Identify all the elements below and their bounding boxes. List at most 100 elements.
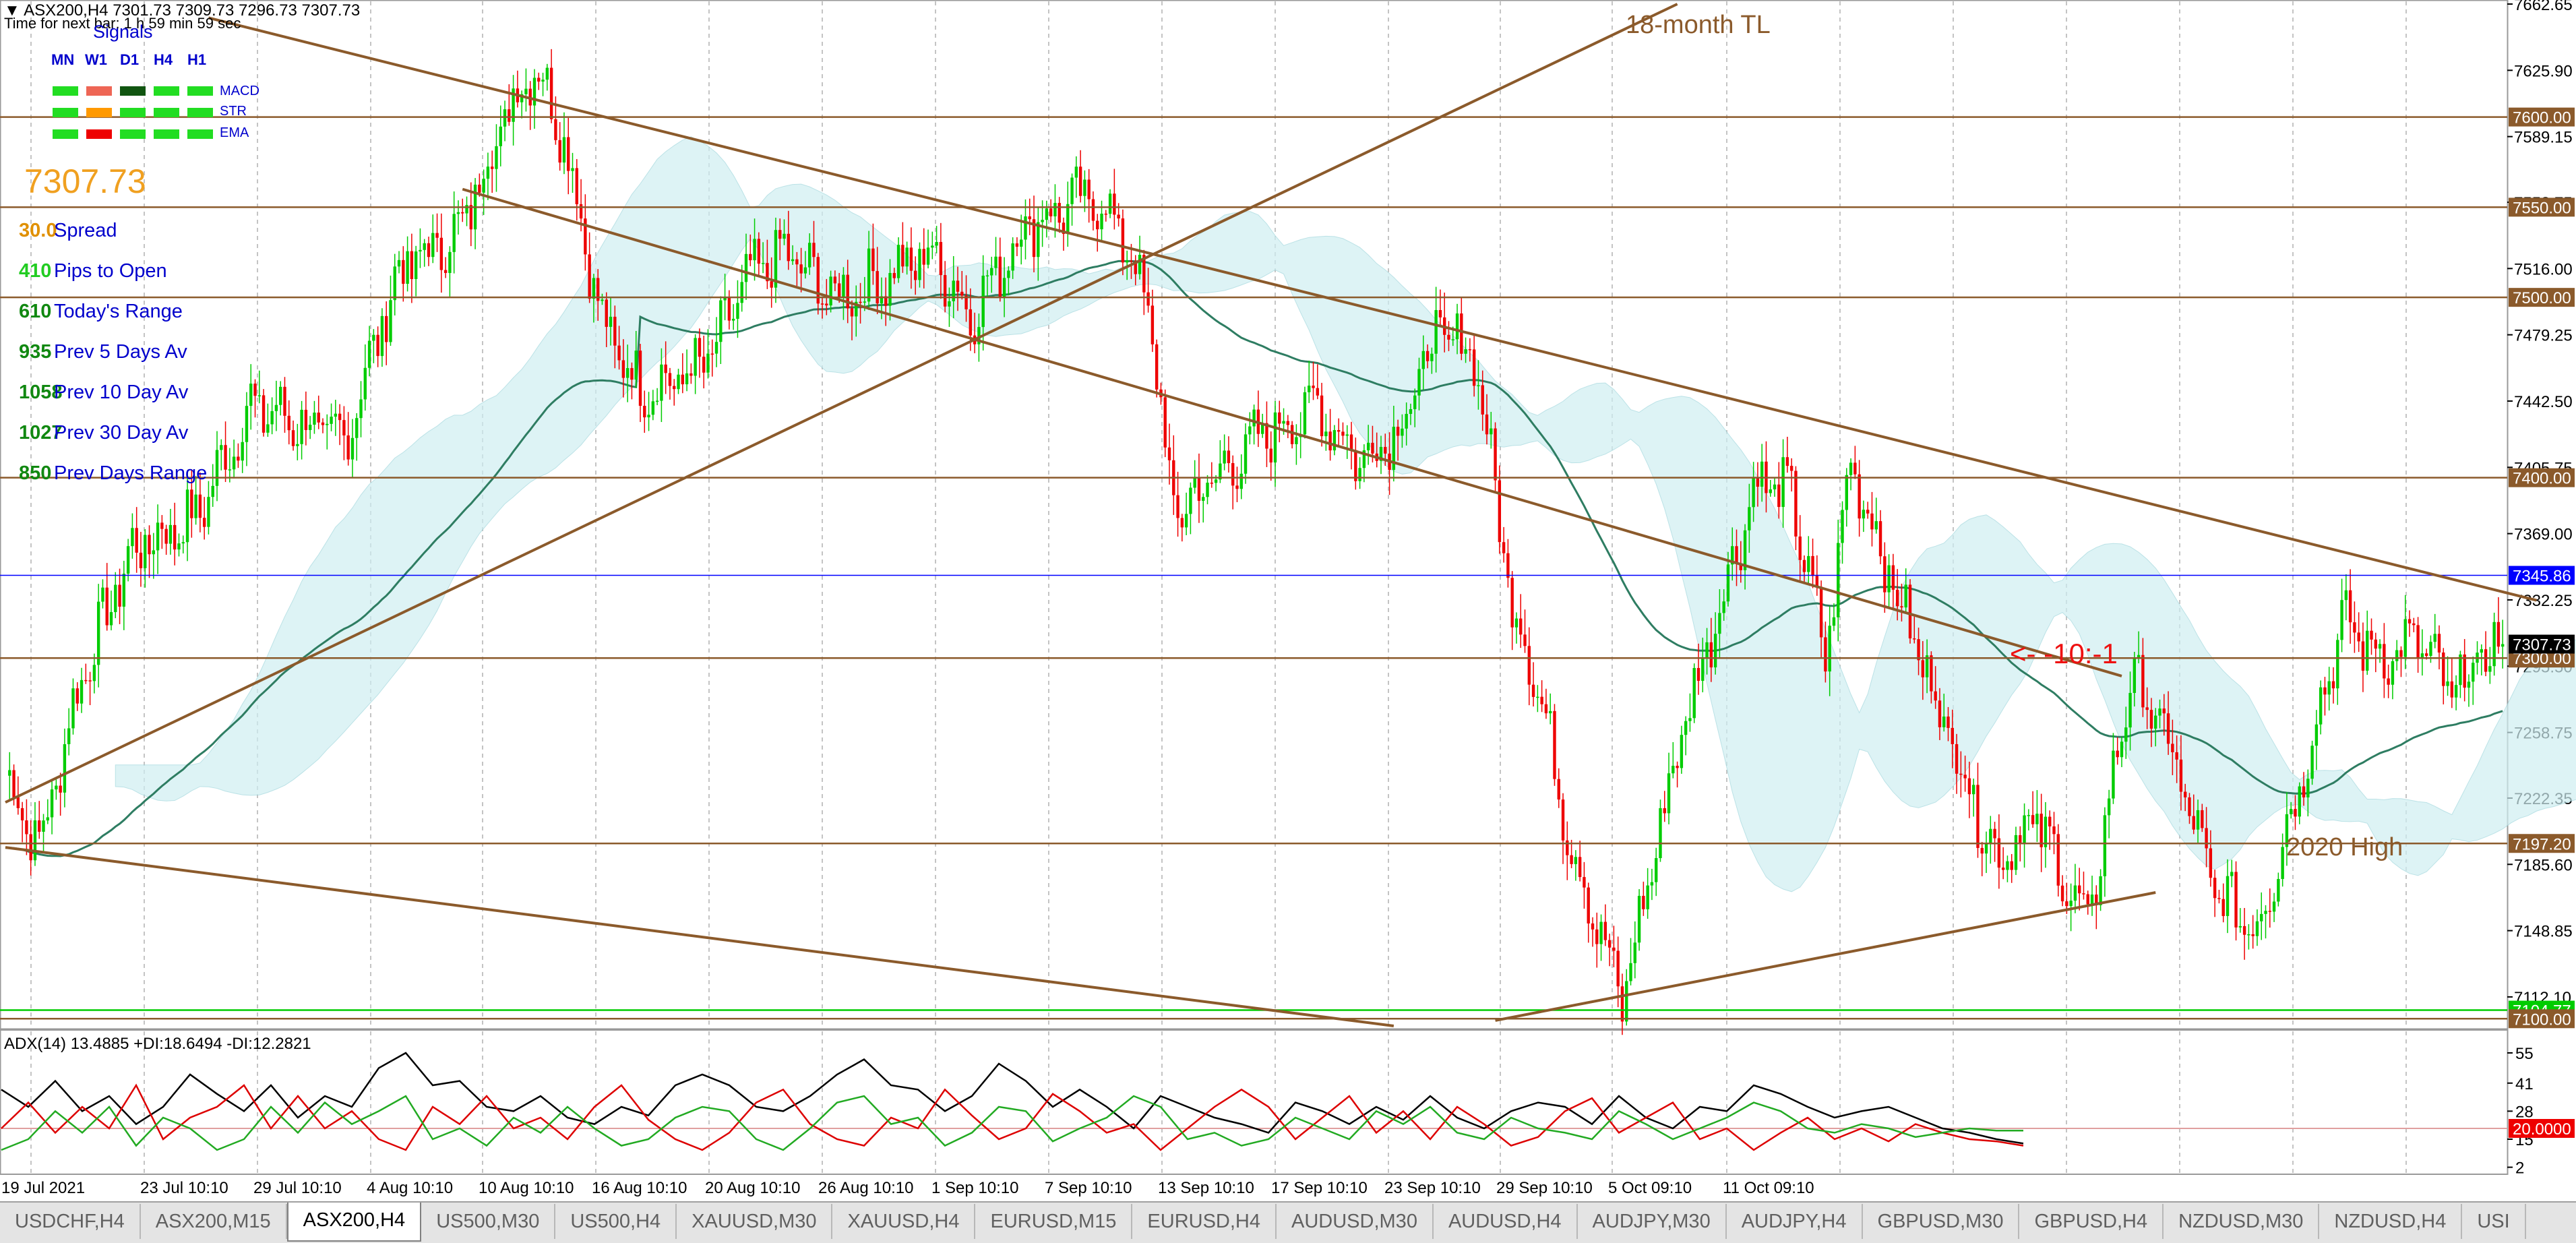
bullish-candle: [2391, 661, 2395, 685]
bearish-candle: [2056, 834, 2060, 886]
bearish-candle: [2082, 893, 2085, 895]
stat-value-spread: 30.0: [19, 220, 57, 241]
tab-asx200-h4[interactable]: ASX200,H4: [286, 1203, 422, 1242]
bullish-candle: [1202, 497, 1205, 501]
bearish-candle: [2171, 744, 2174, 752]
tab-audjpy-h4[interactable]: AUDJPY,H4: [1727, 1204, 1863, 1239]
bullish-candle: [1405, 414, 1408, 429]
bearish-candle: [148, 535, 151, 555]
bullish-candle: [994, 256, 998, 268]
bullish-candle: [334, 413, 338, 417]
bearish-candle: [2095, 895, 2098, 905]
bullish-candle: [2103, 815, 2107, 876]
bearish-candle: [2145, 707, 2149, 710]
bearish-candle: [1460, 313, 1463, 354]
ichimoku-cloud: [115, 136, 2576, 892]
tab-audjpy-m30[interactable]: AUDJPY,M30: [1578, 1204, 1727, 1239]
bearish-candle: [164, 528, 168, 544]
tab-asx200-m15[interactable]: ASX200,M15: [141, 1204, 287, 1239]
bearish-candle: [1993, 828, 1996, 839]
bullish-candle: [2120, 741, 2124, 758]
time-axis-label: 1 Sep 10:10: [931, 1179, 1018, 1197]
bullish-candle: [232, 456, 236, 470]
level-label-2020-high: 2020 High: [2286, 833, 2403, 861]
tab-audusd-m30[interactable]: AUDUSD,M30: [1277, 1204, 1434, 1239]
bearish-candle: [105, 587, 109, 626]
bearish-candle: [1134, 261, 1137, 274]
bullish-candle: [2340, 600, 2343, 640]
bearish-candle: [1028, 216, 1031, 220]
tab-xauusd-h4[interactable]: XAUUSD,H4: [832, 1204, 976, 1239]
bearish-candle: [237, 456, 240, 461]
tab-nzdusd-h4[interactable]: NZDUSD,H4: [2319, 1204, 2463, 1239]
bullish-candle: [330, 417, 333, 424]
bullish-candle: [1718, 613, 1721, 634]
bearish-candle: [443, 270, 448, 273]
bearish-candle: [1917, 639, 1920, 661]
signal-indicator-box: [154, 129, 179, 139]
bullish-candle: [1781, 457, 1785, 508]
signal-indicator-box: [120, 86, 146, 96]
bearish-candle: [1519, 618, 1523, 635]
bullish-candle: [1066, 204, 1070, 235]
bullish-candle: [1260, 423, 1264, 434]
chart-menu-icon[interactable]: ▼: [4, 1, 20, 20]
signal-indicator-box: [120, 129, 146, 139]
bullish-candle: [1845, 475, 1848, 510]
bearish-candle: [1113, 193, 1116, 215]
tab-xauusd-m30[interactable]: XAUUSD,M30: [677, 1204, 833, 1239]
tab-usd-partial[interactable]: USI: [2462, 1204, 2526, 1239]
bearish-candle: [727, 297, 731, 321]
tab-eurusd-m15[interactable]: EURUSD,M15: [975, 1204, 1133, 1239]
bearish-candle: [960, 291, 964, 296]
tab-eurusd-h4[interactable]: EURUSD,H4: [1132, 1204, 1277, 1239]
bullish-candle: [761, 263, 765, 264]
bearish-candle: [871, 248, 875, 272]
tab-audusd-h4[interactable]: AUDUSD,H4: [1434, 1204, 1578, 1239]
bullish-candle: [2006, 861, 2009, 870]
tab-nzdusd-m30[interactable]: NZDUSD,M30: [2164, 1204, 2320, 1239]
bullish-candle: [1451, 339, 1454, 340]
tab-us500-m30[interactable]: US500,M30: [421, 1204, 556, 1239]
bar-timer: Time for next bar: 1 h 59 min 59 sec: [4, 15, 241, 32]
bearish-candle: [2374, 639, 2377, 649]
bullish-candle: [2472, 663, 2475, 682]
bearish-candle: [346, 435, 350, 460]
tab-usdchf-h4[interactable]: USDCHF,H4: [0, 1204, 141, 1239]
bullish-candle: [211, 485, 214, 497]
bullish-candle: [905, 247, 909, 267]
trendline-descending-major: [208, 16, 2537, 602]
bullish-candle: [419, 249, 422, 252]
bearish-candle: [638, 351, 642, 406]
bearish-candle: [1561, 799, 1565, 841]
price-chart[interactable]: 7662.657625.907589.157552.757516.007479.…: [0, 0, 2576, 1201]
bullish-candle: [985, 275, 989, 277]
tab-gbpusd-m30[interactable]: GBPUSD,M30: [1863, 1204, 2020, 1239]
bearish-candle: [439, 237, 443, 270]
level-price-tag: [2509, 834, 2575, 853]
bullish-candle: [1832, 617, 1836, 626]
bullish-candle: [1650, 882, 1654, 886]
bearish-candle: [664, 364, 667, 373]
level-price-tag: [2509, 107, 2575, 127]
bearish-candle: [2010, 861, 2013, 870]
bullish-candle: [2285, 814, 2289, 847]
bullish-candle: [1828, 626, 1831, 672]
price-axis-label: 7662.65: [2514, 0, 2573, 14]
bullish-candle: [655, 400, 659, 402]
level-price-tag-text: 7550.00: [2513, 199, 2571, 217]
bullish-candle: [367, 340, 371, 368]
bullish-candle: [1206, 483, 1209, 497]
bearish-candle: [1447, 334, 1450, 340]
bearish-candle: [1895, 589, 1899, 607]
bearish-candle: [1210, 483, 1213, 484]
time-axis-label: 29 Jul 10:10: [253, 1179, 342, 1197]
bullish-candle: [215, 450, 219, 486]
bearish-candle: [29, 834, 32, 861]
bullish-candle: [2133, 659, 2137, 693]
bearish-candle: [673, 386, 676, 390]
bearish-candle: [939, 241, 943, 276]
tab-us500-h4[interactable]: US500,H4: [555, 1204, 677, 1239]
bullish-candle: [1041, 220, 1044, 222]
tab-gbpusd-h4[interactable]: GBPUSD,H4: [2019, 1204, 2164, 1239]
